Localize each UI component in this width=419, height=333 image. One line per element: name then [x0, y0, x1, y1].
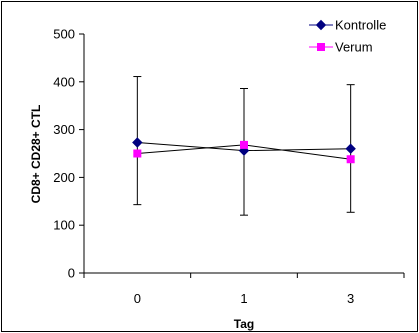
data-point: [345, 143, 356, 154]
y-tick-label: 200: [53, 170, 75, 185]
legend: Kontrolle Verum: [309, 18, 386, 55]
x-axis-title: Tag: [234, 317, 254, 331]
y-axis-ticks: 0 100 200 300 400 500: [53, 27, 84, 281]
y-axis-title: CD8+ CD28+ CTL: [29, 105, 43, 204]
data-point: [132, 137, 143, 148]
y-tick-label: 400: [53, 74, 75, 89]
legend-marker: [315, 19, 327, 31]
y-tick-label: 300: [53, 122, 75, 137]
legend-label: Verum: [335, 40, 373, 55]
legend-marker: [317, 43, 325, 51]
series-markers: [132, 137, 356, 164]
data-point: [133, 149, 142, 158]
x-tick-label: 3: [347, 291, 354, 306]
x-axis-ticks: 0 1 3: [83, 273, 405, 306]
y-tick-label: 500: [53, 27, 75, 42]
data-point: [346, 155, 355, 164]
legend-label: Kontrolle: [335, 18, 386, 33]
y-tick-label: 100: [53, 218, 75, 233]
x-tick-label: 0: [134, 291, 141, 306]
x-tick-label: 1: [240, 291, 247, 306]
data-point: [240, 140, 248, 149]
y-tick-label: 0: [68, 266, 75, 281]
